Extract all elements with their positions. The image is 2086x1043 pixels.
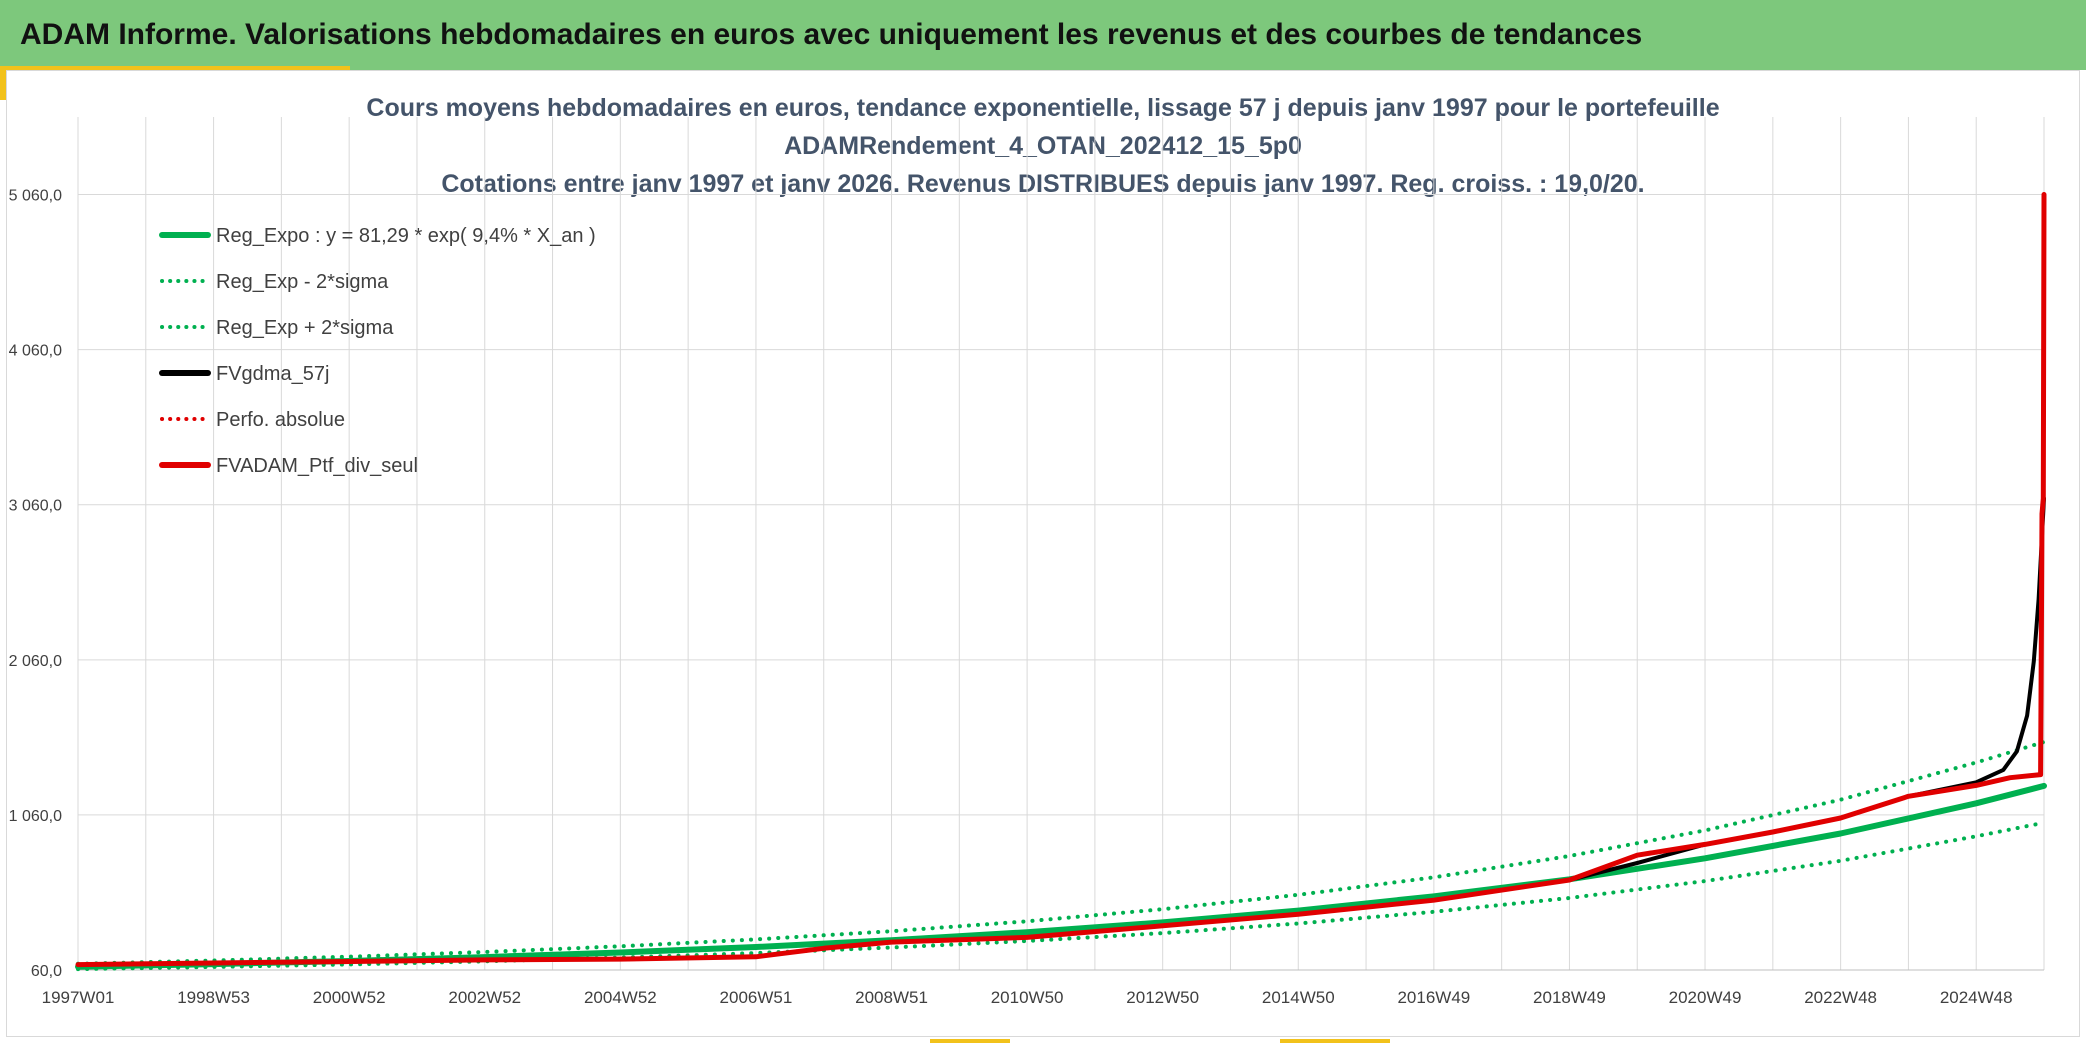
series-line-fvadam_ptf_div_seul <box>75 192 2047 968</box>
legend-label: Perfo. absolue <box>216 409 345 431</box>
x-tick-label: 2012W50 <box>1126 988 1199 1007</box>
y-axis: 60,0 1 060,0 2 060,0 3 060,0 4 060,0 5 060,0 <box>9 188 62 980</box>
x-tick-label: 2014W50 <box>1262 988 1335 1007</box>
x-tick-label: 2022W48 <box>1804 988 1877 1007</box>
x-tick-label: 1998W53 <box>177 988 250 1007</box>
x-tick-label: 2024W48 <box>1940 988 2013 1007</box>
x-tick-label: 2006W51 <box>720 988 793 1007</box>
x-tick-label: 2000W52 <box>313 988 386 1007</box>
series-line-fvgdma_57j <box>76 496 2046 967</box>
header-banner: ADAM Informe. Valorisations hebdomadaire… <box>0 0 2086 70</box>
x-tick-label: 1997W01 <box>42 988 115 1007</box>
y-tick-label: 60,0 <box>31 963 62 980</box>
x-tick-label: 2018W49 <box>1533 988 1606 1007</box>
x-axis: 1997W01 1998W53 2000W52 2002W52 2004W52 2006W… <box>42 969 2044 1007</box>
accent-bar-bottom-2 <box>1280 1039 1390 1043</box>
chart-title-line-3: Cotations entre janv 1997 et janv 2026. … <box>441 170 1645 198</box>
x-tick-label: 2008W51 <box>855 988 928 1007</box>
accent-bar-left <box>0 70 7 100</box>
y-tick-label: 3 060,0 <box>9 498 62 515</box>
accent-bar-top <box>0 66 350 71</box>
y-tick-label: 2 060,0 <box>9 653 62 670</box>
x-tick-label: 2004W52 <box>584 988 657 1007</box>
legend-label: Reg_Exp - 2*sigma <box>216 271 389 293</box>
y-tick-label: 4 060,0 <box>9 343 62 360</box>
x-tick-label: 2020W49 <box>1669 988 1742 1007</box>
x-tick-label: 2010W50 <box>991 988 1064 1007</box>
series-line-reg_exp <box>76 740 2046 966</box>
x-tick-label: 2002W52 <box>448 988 521 1007</box>
legend-label: FVADAM_Ptf_div_seul <box>216 455 418 477</box>
chart-frame <box>6 70 2080 1037</box>
legend-label: Reg_Expo : y = 81,29 * exp( 9,4% * X_an … <box>216 225 596 247</box>
y-tick-label: 5 060,0 <box>9 188 62 205</box>
series-line-reg_exp <box>76 820 2046 972</box>
legend-label: Reg_Exp + 2*sigma <box>216 317 394 339</box>
series-group <box>75 192 2047 972</box>
y-tick-label: 1 060,0 <box>9 808 62 825</box>
accent-bar-bottom-1 <box>930 1039 1010 1043</box>
page-title: ADAM Informe. Valorisations hebdomadaire… <box>20 18 1643 51</box>
legend: Reg_Expo : y = 81,29 * exp( 9,4% * X_an … <box>159 225 596 477</box>
chart-title-line-1: Cours moyens hebdomadaires en euros, ten… <box>366 94 1720 122</box>
legend-label: FVgdma_57j <box>216 363 329 385</box>
x-tick-label: 2016W49 <box>1397 988 1470 1007</box>
chart-title-line-2: ADAMRendement_4_OTAN_202412_15_5p0 <box>784 132 1302 160</box>
